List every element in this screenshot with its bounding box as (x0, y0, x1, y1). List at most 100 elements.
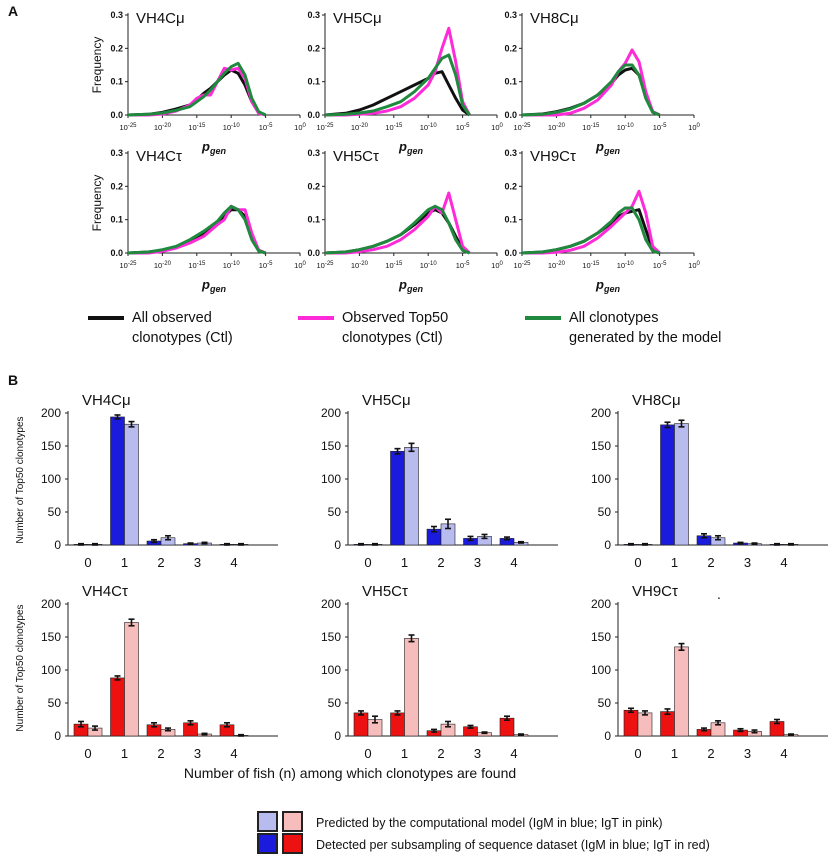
x-tick-label: 10-10 (420, 123, 438, 132)
x-tick-label: 10-20 (154, 123, 172, 132)
series-line-observed-top50-clonotypes-ctl (128, 204, 267, 255)
line-chart-vh5c: 0.0 0.1 0.2 0.3 10-25 10-20 10-15 10-10 10-5 100 V… (307, 10, 503, 156)
y-tick-label: 0.2 (110, 181, 123, 191)
bar-detected-per-subsampling-igm-1 (110, 416, 125, 546)
legend-predicted-text: Predicted by the computational model (Ig… (316, 816, 662, 830)
x-axis-label: pgen (595, 277, 620, 294)
line-chart-vh4c: 0.0 0.1 0.2 0.3 10-25 10-20 10-15 10-10 10-5 100 V… (90, 148, 307, 294)
x-tick-label: 4 (780, 555, 787, 570)
x-tick-label: 0 (364, 746, 371, 761)
series-line-observed-top50-clonotypes-ctl (325, 191, 471, 255)
legend-swatch-predicted-igm (257, 811, 278, 832)
x-tick-label: 10-10 (420, 261, 438, 270)
bar-predicted-by-the-computational-model-igt-1 (124, 622, 139, 737)
x-tick-label: 0 (84, 746, 91, 761)
line-chart-vh9c: 0.0 0.1 0.2 0.3 10-25 10-20 10-15 10-10 10-5 100 V… (504, 148, 700, 294)
legend-model-line1: All clonotypes (569, 310, 658, 326)
y-tick-label: 200 (41, 406, 61, 420)
x-tick-label: 1 (401, 746, 408, 761)
x-tick-label: 3 (194, 746, 201, 761)
x-axis-label: pgen (398, 139, 423, 156)
legend-swatch-predicted-igt (282, 811, 303, 832)
y-tick-label: 0.2 (307, 43, 320, 53)
y-tick-label: 0.0 (504, 248, 517, 258)
bar-predicted-by-the-computational-model-igm-1 (674, 423, 689, 546)
x-tick-label: 100 (491, 123, 503, 132)
y-tick-label: 0.1 (110, 77, 123, 87)
chart-title: VH4Cτ (82, 583, 128, 600)
x-tick-label: 100 (294, 261, 306, 270)
y-tick-label: 50 (598, 505, 612, 519)
bar-detected-per-subsampling-igt-1 (660, 711, 675, 737)
x-tick-label: 3 (194, 555, 201, 570)
x-axis-label: pgen (201, 139, 226, 156)
bar-chart-vh8c: 0 50 100 150 200 VH8Cμ 0 1 2 3 4 (591, 392, 828, 570)
x-tick-label: 1 (671, 555, 678, 570)
legend-detected-text: Detected per subsampling of sequence dat… (316, 838, 710, 852)
x-tick-label: 10-5 (456, 261, 470, 270)
bar-chart-vh5c: 0 50 100 150 200 VH5Cμ 0 1 2 3 4 (321, 392, 558, 570)
x-tick-label: 0 (84, 555, 91, 570)
chart-title: VH5Cμ (362, 392, 411, 409)
chart-title: VH4Cμ (136, 10, 185, 27)
line-chart-vh5c: 0.0 0.1 0.2 0.3 10-25 10-20 10-15 10-10 10-5 100 V… (307, 148, 503, 294)
x-tick-label: 10-20 (154, 261, 172, 270)
panel-b-label: B (8, 372, 18, 388)
panel-b-xlabel: Number of fish (n) among which clonotype… (184, 765, 516, 781)
y-tick-label: 150 (591, 439, 611, 453)
bar-detected-per-subsampling-igt-1 (390, 712, 405, 737)
series-line-all-clonotypes-generated-by-the-model (127, 204, 267, 255)
y-tick-label: 0.0 (110, 248, 123, 258)
chart-title: VH9Cτ (632, 583, 678, 600)
bar-detected-per-subsampling-igm-1 (390, 450, 405, 546)
x-tick-label: 4 (510, 746, 517, 761)
x-tick-label: 100 (688, 261, 700, 270)
x-tick-label: 100 (688, 123, 700, 132)
x-tick-label: 3 (744, 746, 751, 761)
x-tick-label: 10-15 (582, 261, 600, 270)
x-tick-label: 10-25 (513, 261, 531, 270)
series-line-all-clonotypes-generated-by-the-model (521, 206, 661, 255)
x-tick-label: 2 (157, 746, 164, 761)
x-tick-label: 3 (744, 555, 751, 570)
y-tick-label: 0.3 (110, 148, 123, 158)
x-tick-label: 0 (634, 746, 641, 761)
x-tick-label: 100 (491, 261, 503, 270)
chart-title: VH4Cμ (82, 392, 131, 409)
y-tick-label: 100 (321, 663, 341, 677)
legend-model-line2: generated by the model (569, 330, 721, 346)
y-tick-label: 200 (591, 597, 611, 611)
y-tick-label: 150 (591, 630, 611, 644)
x-tick-label: 2 (157, 555, 164, 570)
x-tick-label: 10-15 (385, 261, 403, 270)
x-tick-label: 10-5 (456, 123, 470, 132)
y-tick-label: 50 (598, 696, 612, 710)
y-tick-label: 200 (321, 406, 341, 420)
x-tick-label: 10-15 (188, 123, 206, 132)
x-tick-label: 10-20 (548, 261, 566, 270)
y-tick-label: 50 (328, 696, 342, 710)
x-tick-label: 10-10 (223, 123, 241, 132)
x-tick-label: 10-5 (653, 123, 667, 132)
series-line-observed-top50-clonotypes-ctl (522, 48, 661, 117)
series-line-all-observed-clonotypes-ctl (521, 208, 661, 255)
legend-top50-line1: Observed Top50 (342, 310, 448, 326)
bar-predicted-by-the-computational-model-igt-0 (637, 712, 653, 737)
x-tick-label: 10-15 (188, 261, 206, 270)
panel-a-legend: All observed clonotypes (Ctl) Observed T… (88, 310, 721, 346)
y-tick-label: 0.0 (110, 110, 123, 120)
x-tick-label: 10-25 (316, 261, 334, 270)
x-axis-label: pgen (398, 277, 423, 294)
x-tick-label: 10-5 (653, 261, 667, 270)
x-tick-label: 1 (121, 555, 128, 570)
series-line-all-observed-clonotypes-ctl (127, 208, 267, 255)
y-tick-label: 50 (48, 696, 62, 710)
y-tick-label: 150 (321, 439, 341, 453)
y-tick-label: 0 (54, 729, 61, 743)
x-tick-label: 10-10 (617, 123, 635, 132)
bar-chart-vh9c: 0 50 100 150 200 VH9Cτ 0 1 2 3 4 (591, 583, 828, 761)
y-tick-label: 200 (321, 597, 341, 611)
x-tick-label: 4 (510, 555, 517, 570)
chart-title: VH8Cμ (632, 392, 681, 409)
y-tick-label: 0.3 (504, 10, 517, 20)
